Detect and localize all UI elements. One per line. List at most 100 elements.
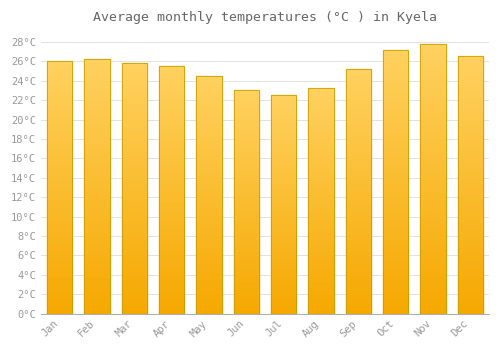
- Bar: [271, 95, 296, 314]
- Bar: [383, 79, 408, 81]
- Bar: [271, 159, 296, 161]
- Bar: [346, 93, 371, 96]
- Bar: [308, 275, 334, 278]
- Bar: [47, 125, 72, 127]
- Bar: [159, 200, 184, 202]
- Bar: [122, 191, 147, 194]
- Bar: [420, 179, 446, 182]
- Bar: [346, 116, 371, 118]
- Bar: [159, 212, 184, 215]
- Bar: [458, 208, 483, 210]
- Bar: [122, 289, 147, 291]
- Bar: [346, 142, 371, 145]
- Bar: [420, 225, 446, 228]
- Bar: [196, 273, 222, 276]
- Bar: [271, 111, 296, 113]
- Bar: [458, 197, 483, 200]
- Bar: [122, 291, 147, 294]
- Bar: [47, 137, 72, 140]
- Bar: [196, 288, 222, 290]
- Bar: [420, 228, 446, 230]
- Bar: [420, 244, 446, 246]
- Bar: [122, 233, 147, 236]
- Bar: [271, 100, 296, 102]
- Bar: [196, 76, 222, 78]
- Bar: [420, 149, 446, 152]
- Bar: [122, 281, 147, 284]
- Bar: [271, 178, 296, 181]
- Bar: [346, 301, 371, 304]
- Bar: [346, 101, 371, 103]
- Bar: [383, 256, 408, 258]
- Bar: [196, 109, 222, 112]
- Bar: [47, 251, 72, 253]
- Bar: [122, 294, 147, 296]
- Bar: [308, 198, 334, 201]
- Bar: [308, 241, 334, 244]
- Bar: [308, 268, 334, 271]
- Bar: [159, 135, 184, 138]
- Bar: [122, 161, 147, 163]
- Bar: [196, 295, 222, 297]
- Bar: [383, 129, 408, 132]
- Bar: [196, 133, 222, 135]
- Bar: [383, 303, 408, 306]
- Bar: [234, 90, 259, 93]
- Bar: [458, 125, 483, 128]
- Bar: [122, 153, 147, 156]
- Bar: [84, 273, 110, 275]
- Bar: [271, 272, 296, 274]
- Bar: [84, 151, 110, 154]
- Bar: [308, 210, 334, 212]
- Bar: [122, 91, 147, 93]
- Bar: [84, 90, 110, 92]
- Bar: [346, 133, 371, 135]
- Bar: [420, 209, 446, 211]
- Bar: [346, 223, 371, 226]
- Bar: [308, 97, 334, 99]
- Bar: [234, 119, 259, 122]
- Bar: [458, 306, 483, 309]
- Bar: [383, 71, 408, 74]
- Bar: [458, 272, 483, 275]
- Bar: [271, 220, 296, 222]
- Bar: [47, 238, 72, 240]
- Bar: [196, 176, 222, 178]
- Bar: [271, 213, 296, 215]
- Bar: [420, 114, 446, 117]
- Bar: [346, 292, 371, 294]
- Bar: [271, 294, 296, 296]
- Bar: [196, 131, 222, 133]
- Bar: [122, 176, 147, 178]
- Bar: [458, 102, 483, 105]
- Bar: [84, 169, 110, 171]
- Bar: [346, 253, 371, 255]
- Bar: [122, 103, 147, 106]
- Bar: [84, 212, 110, 215]
- Bar: [234, 124, 259, 126]
- Bar: [420, 171, 446, 173]
- Bar: [383, 163, 408, 166]
- Bar: [308, 262, 334, 264]
- Bar: [234, 193, 259, 195]
- Bar: [420, 71, 446, 74]
- Bar: [346, 157, 371, 160]
- Bar: [234, 204, 259, 206]
- Bar: [47, 130, 72, 132]
- Bar: [271, 305, 296, 307]
- Bar: [458, 262, 483, 265]
- Bar: [271, 148, 296, 150]
- Bar: [122, 156, 147, 159]
- Bar: [234, 211, 259, 213]
- Bar: [308, 167, 334, 169]
- Bar: [420, 233, 446, 236]
- Bar: [84, 80, 110, 82]
- Bar: [84, 108, 110, 110]
- Bar: [196, 107, 222, 109]
- Bar: [420, 117, 446, 119]
- Bar: [122, 211, 147, 213]
- Bar: [234, 148, 259, 151]
- Bar: [122, 106, 147, 108]
- Bar: [420, 130, 446, 133]
- Bar: [420, 60, 446, 63]
